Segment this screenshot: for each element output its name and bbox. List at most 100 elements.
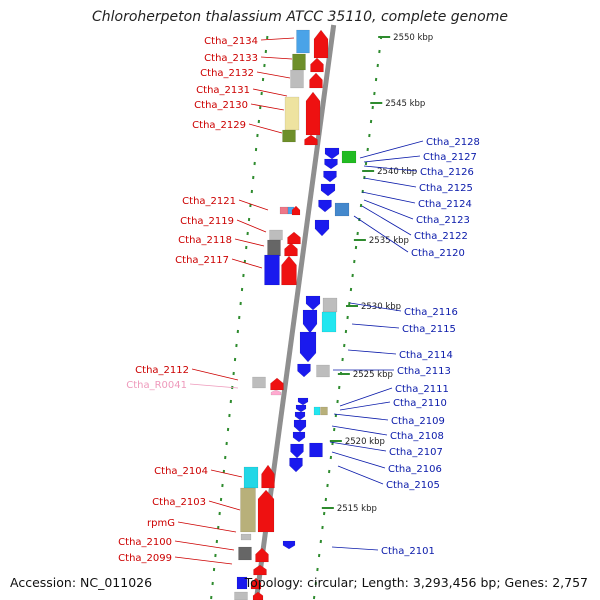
- reverse-gene: [299, 331, 317, 363]
- reverse-gene: [313, 406, 321, 416]
- forward-gene-label-leader: [177, 521, 237, 533]
- reverse-gene: [324, 158, 338, 170]
- reverse-gene-label-leader: [339, 387, 393, 407]
- forward-gene: [253, 564, 267, 576]
- reverse-gene-label: Ctha_2125: [419, 183, 473, 194]
- forward-gene-label: Ctha_2099: [118, 553, 172, 564]
- reverse-gene: [309, 442, 323, 458]
- reverse-gene-label: Ctha_2106: [388, 464, 442, 475]
- forward-gene-label: Ctha_2104: [154, 466, 208, 477]
- forward-gene: [296, 29, 310, 54]
- forward-gene-label-leader: [252, 88, 288, 97]
- reverse-gene: [302, 309, 318, 334]
- forward-gene: [305, 91, 321, 136]
- forward-gene: [279, 206, 289, 215]
- reverse-gene: [324, 147, 340, 160]
- forward-gene-label-leader: [260, 37, 295, 41]
- reverse-gene-label-leader: [361, 205, 412, 236]
- forward-gene: [252, 591, 264, 600]
- forward-gene-label-leader: [189, 383, 239, 389]
- forward-gene-label-leader: [208, 500, 241, 511]
- forward-gene-label-leader: [238, 199, 269, 211]
- forward-gene: [240, 487, 256, 533]
- reverse-gene-label-leader: [351, 323, 400, 329]
- forward-gene: [250, 577, 262, 590]
- kbp-label: 2515 kbp: [337, 504, 377, 514]
- topology-text: Topology: circular; Length: 3,293,456 bp…: [244, 575, 588, 590]
- reverse-gene-label-leader: [363, 165, 418, 172]
- forward-gene-label-leader: [250, 103, 285, 111]
- forward-gene: [236, 576, 248, 590]
- reverse-gene-label: Ctha_2122: [414, 231, 468, 242]
- kbp-label: 2540 kbp: [377, 167, 417, 177]
- forward-gene: [255, 547, 269, 563]
- reverse-gene-label-leader: [361, 191, 416, 204]
- reverse-gene-label-leader: [359, 140, 424, 159]
- reverse-gene-label: Ctha_2111: [395, 384, 449, 395]
- kbp-label: 2535 kbp: [369, 236, 409, 246]
- reverse-gene-label: Ctha_2109: [391, 416, 445, 427]
- forward-gene: [284, 96, 300, 131]
- forward-gene: [261, 464, 275, 489]
- accession-text: Accession: NC_011026: [10, 575, 153, 590]
- map-title: Chloroherpeton thalassium ATCC 35110, co…: [92, 9, 508, 25]
- reverse-gene-label-leader: [331, 546, 379, 551]
- reverse-gene-label: Ctha_2120: [411, 248, 465, 259]
- forward-gene: [290, 69, 304, 89]
- forward-gene-label: Ctha_2129: [192, 120, 246, 131]
- reverse-gene-label: Ctha_2114: [399, 350, 453, 361]
- forward-gene-label: Ctha_2133: [204, 53, 258, 64]
- forward-gene-label-leader: [248, 123, 283, 134]
- forward-gene: [309, 72, 323, 89]
- reverse-gene: [320, 183, 336, 197]
- reverse-gene-label: Ctha_2105: [386, 480, 440, 491]
- forward-gene-label: Ctha_2119: [180, 216, 234, 227]
- reverse-gene: [322, 297, 338, 313]
- forward-gene: [313, 29, 329, 59]
- reverse-gene: [282, 540, 296, 550]
- forward-gene: [243, 466, 259, 489]
- reverse-gene: [289, 457, 303, 473]
- reverse-gene: [323, 170, 337, 183]
- reverse-gene: [290, 443, 304, 459]
- reverse-gene: [293, 419, 307, 433]
- reverse-gene: [316, 364, 330, 378]
- reverse-gene-label-leader: [347, 349, 397, 355]
- reverse-gene: [297, 397, 309, 406]
- reverse-gene-label-leader: [329, 441, 387, 452]
- forward-gene-label-leader: [191, 368, 239, 381]
- reverse-gene-label-leader: [353, 215, 409, 253]
- forward-gene: [267, 239, 281, 257]
- reverse-gene-label: Ctha_2123: [416, 215, 470, 226]
- reverse-gene: [294, 411, 306, 421]
- reverse-gene-label-leader: [331, 451, 386, 469]
- forward-gene-label: Ctha_2130: [194, 100, 248, 111]
- reverse-gene-label-leader: [337, 465, 384, 485]
- forward-gene-label: Ctha_2132: [200, 68, 254, 79]
- reverse-gene-label: Ctha_2110: [393, 398, 447, 409]
- forward-gene-label-leader: [256, 71, 291, 79]
- forward-gene: [287, 231, 301, 245]
- forward-gene-label: Ctha_2117: [175, 255, 229, 266]
- forward-gene-label-leader: [231, 258, 263, 269]
- forward-gene-label-leader: [260, 56, 293, 60]
- kbp-label: 2520 kbp: [345, 437, 385, 447]
- reverse-gene: [292, 431, 306, 443]
- forward-gene: [270, 377, 284, 391]
- reverse-gene: [305, 295, 321, 311]
- forward-gene: [310, 57, 324, 73]
- forward-gene: [270, 389, 282, 396]
- forward-gene-label: Ctha_2131: [196, 85, 250, 96]
- reverse-gene: [321, 311, 337, 333]
- kbp-label: 2545 kbp: [385, 99, 425, 109]
- reverse-gene: [314, 219, 330, 237]
- forward-gene-label: Ctha_2112: [135, 365, 189, 376]
- reverse-gene: [318, 199, 332, 213]
- forward-gene: [257, 489, 275, 533]
- forward-gene-label-leader: [210, 469, 243, 478]
- reverse-gene: [334, 202, 350, 217]
- reverse-gene-label: Ctha_2127: [423, 152, 477, 163]
- reverse-gene-label: Ctha_2115: [402, 324, 456, 335]
